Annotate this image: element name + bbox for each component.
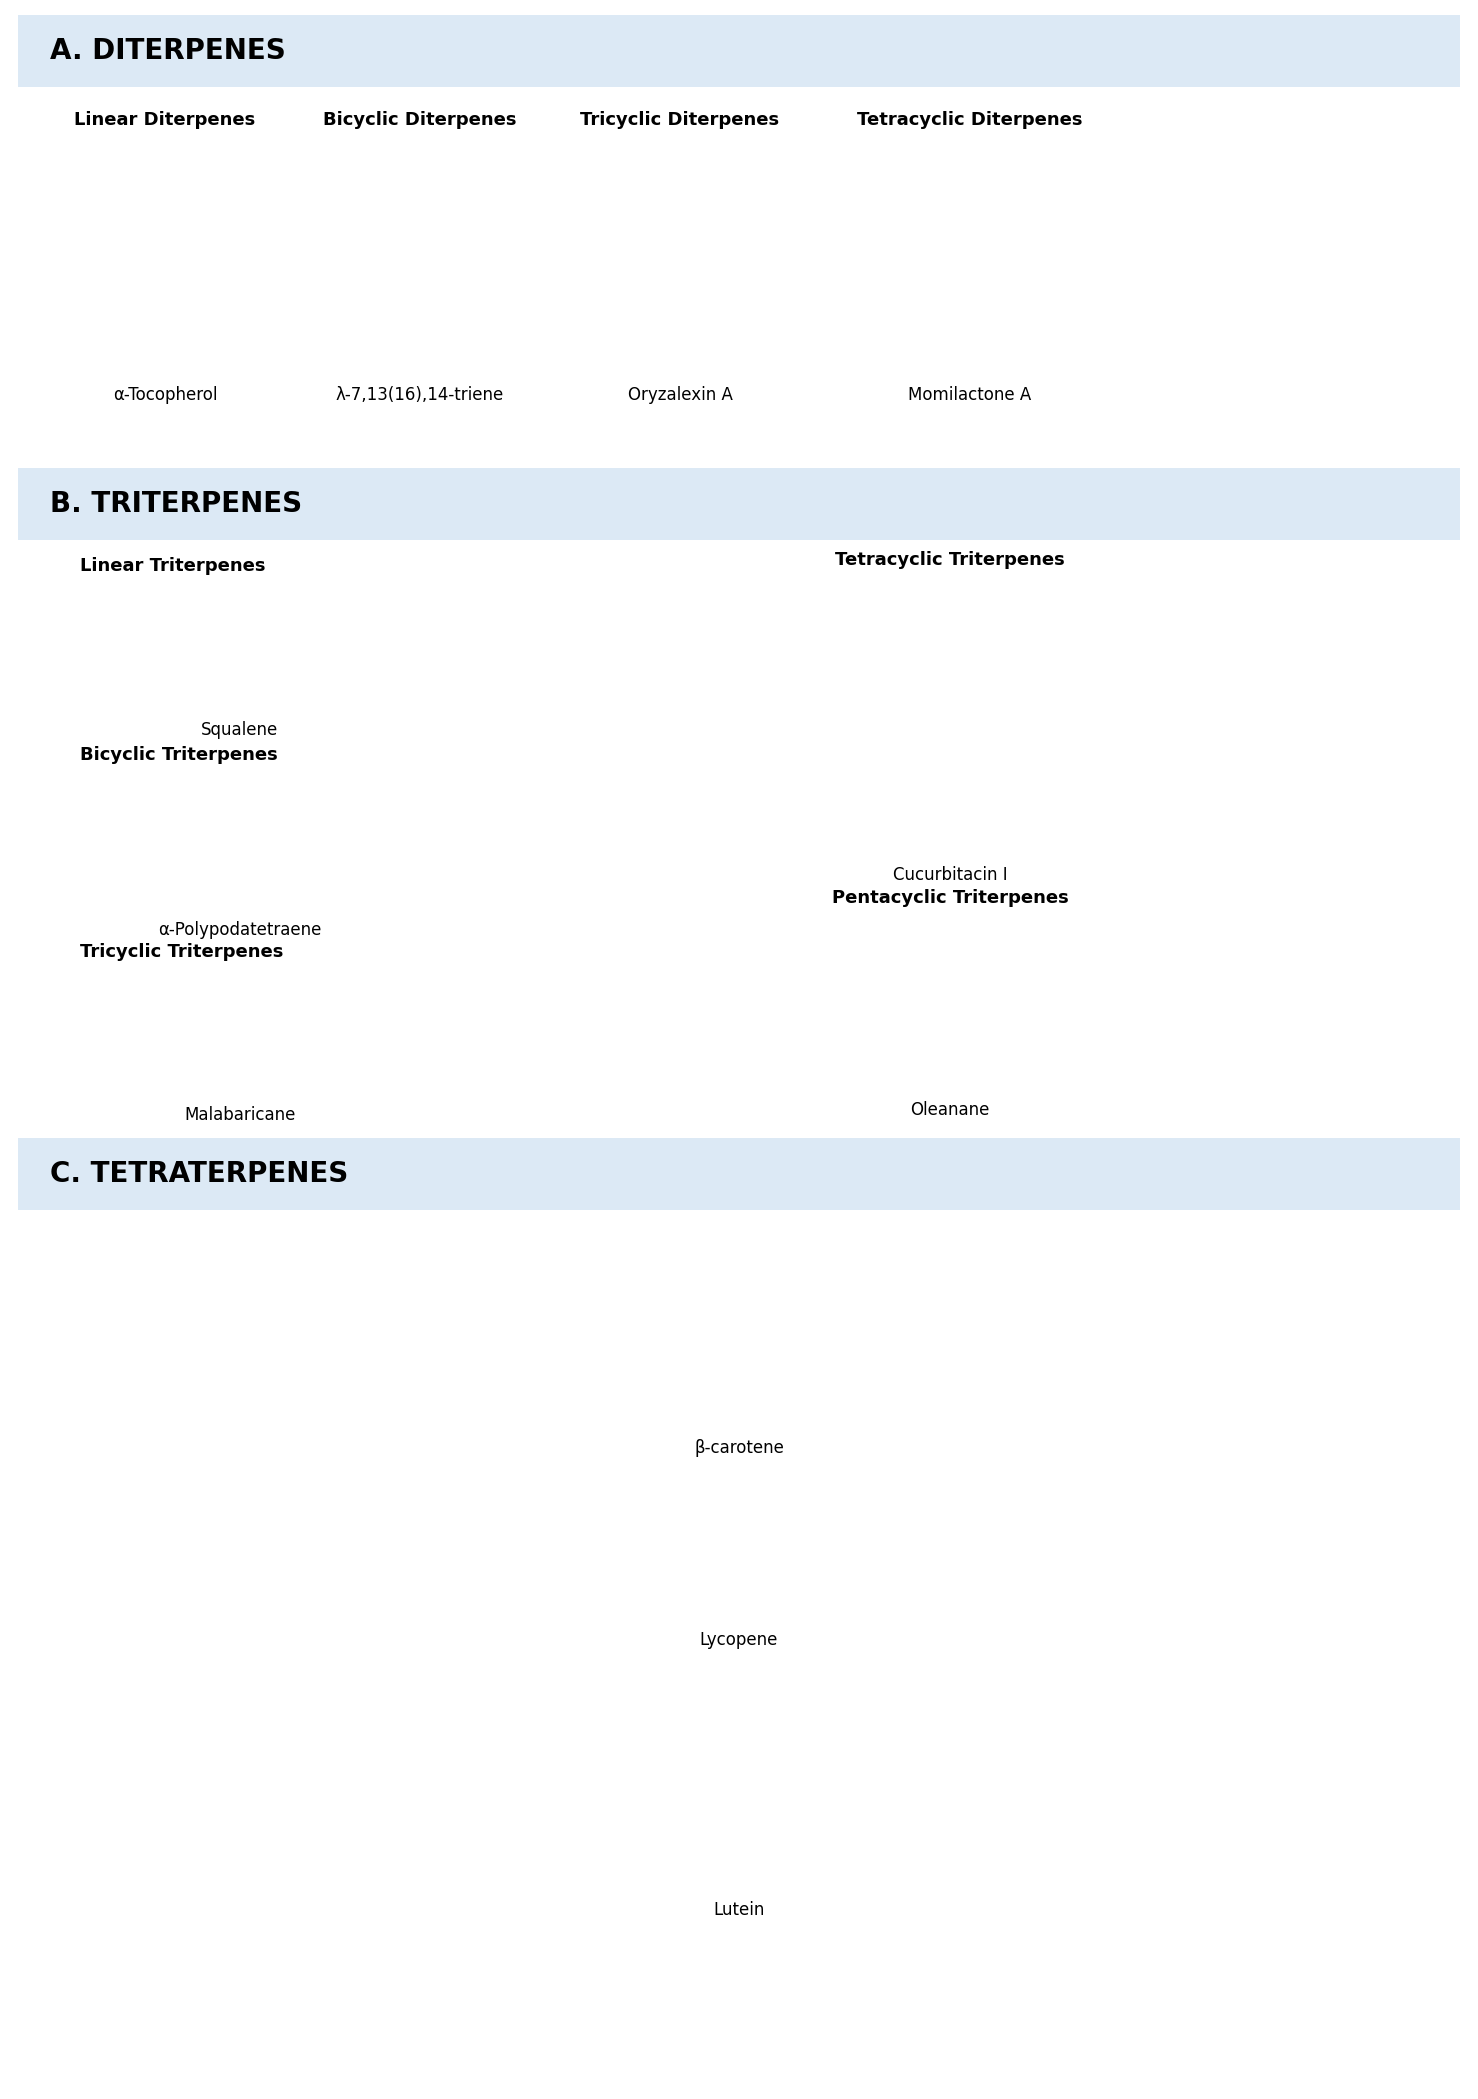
Text: A. DITERPENES: A. DITERPENES (50, 38, 285, 65)
Text: Tricyclic Triterpenes: Tricyclic Triterpenes (80, 942, 284, 961)
Text: Tetracyclic Triterpenes: Tetracyclic Triterpenes (835, 552, 1064, 569)
Bar (18, 1138, 1460, 1209)
Text: λ-7,13(16),14-triene: λ-7,13(16),14-triene (336, 386, 504, 403)
Text: Bicyclic Triterpenes: Bicyclic Triterpenes (80, 745, 278, 764)
Text: Linear Triterpenes: Linear Triterpenes (80, 556, 266, 575)
Text: Malabaricane: Malabaricane (185, 1106, 296, 1123)
Text: Lycopene: Lycopene (699, 1631, 779, 1650)
Text: Oleanane: Oleanane (910, 1102, 990, 1119)
Text: C. TETRATERPENES: C. TETRATERPENES (50, 1161, 349, 1188)
Text: B. TRITERPENES: B. TRITERPENES (50, 489, 302, 518)
Text: Oryzalexin A: Oryzalexin A (628, 386, 733, 403)
Text: α-Tocopherol: α-Tocopherol (112, 386, 217, 403)
Text: Cucurbitacin I: Cucurbitacin I (893, 867, 1008, 884)
Text: β-carotene: β-carotene (695, 1440, 783, 1457)
Bar (18, 15, 1460, 86)
Text: Tetracyclic Diterpenes: Tetracyclic Diterpenes (857, 111, 1083, 128)
Text: Pentacyclic Triterpenes: Pentacyclic Triterpenes (832, 890, 1069, 907)
Text: Linear Diterpenes: Linear Diterpenes (74, 111, 256, 128)
Text: α-Polypodatetraene: α-Polypodatetraene (158, 921, 322, 938)
Text: Tricyclic Diterpenes: Tricyclic Diterpenes (581, 111, 779, 128)
Text: Bicyclic Diterpenes: Bicyclic Diterpenes (324, 111, 517, 128)
Text: Momilactone A: Momilactone A (909, 386, 1032, 403)
Bar (18, 468, 1460, 539)
Text: Squalene: Squalene (201, 720, 279, 739)
Text: Lutein: Lutein (714, 1902, 764, 1918)
